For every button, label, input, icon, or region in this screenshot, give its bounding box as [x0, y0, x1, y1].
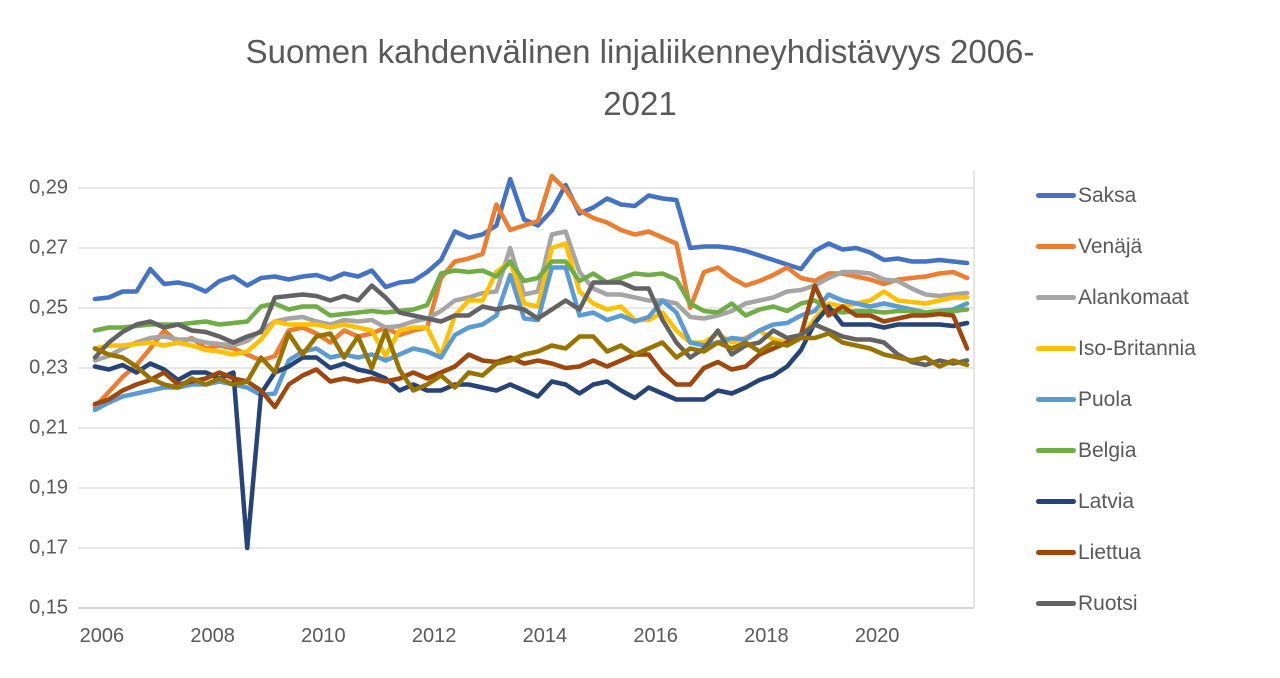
legend-label: Liettua	[1078, 540, 1142, 564]
legend-item-saksa: Saksa	[1036, 170, 1266, 221]
series-line-latvia	[92, 304, 970, 551]
legend-label: Latvia	[1078, 489, 1135, 513]
y-axis-tick-label: 0,19	[29, 476, 68, 499]
x-axis-tick-label: 2008	[190, 625, 235, 647]
legend-label: Venäjä	[1078, 234, 1143, 258]
x-axis-tick-label: 2020	[854, 625, 900, 647]
x-axis-tick-label: 2012	[411, 625, 457, 647]
legend-item-latvia: Latvia	[1036, 476, 1266, 527]
legend-label: Belgia	[1078, 438, 1137, 462]
legend-line-swatch	[1036, 448, 1076, 453]
series-line-unlabeled-9	[92, 328, 970, 393]
x-axis-tick-label: 2016	[633, 625, 678, 647]
legend-item-alankomaat: Alankomaat	[1036, 272, 1266, 323]
x-axis-tick-label: 2010	[301, 625, 346, 647]
series-line-ruotsi	[92, 280, 970, 368]
legend-item-iso-britannia: Iso-Britannia	[1036, 323, 1266, 374]
series-line-liettua	[92, 283, 970, 410]
legend-line-swatch	[1036, 397, 1076, 402]
y-axis-tick-label: 0,21	[29, 416, 68, 439]
legend-line-swatch	[1036, 601, 1076, 606]
legend-item-puola: Puola	[1036, 374, 1266, 425]
x-axis-tick-label: 2006	[79, 625, 125, 647]
legend-line-swatch	[1036, 244, 1076, 249]
y-axis-tick-label: 0,23	[29, 356, 68, 379]
x-axis-tick-label: 2014	[522, 625, 568, 647]
legend-label: Puola	[1078, 387, 1132, 411]
legend-label: Ruotsi	[1078, 591, 1138, 615]
chart-title-line2: 2021	[603, 85, 677, 122]
legend-line-swatch	[1036, 550, 1076, 555]
legend-line-swatch	[1036, 499, 1076, 504]
series-line-alankomaat	[92, 229, 970, 363]
legend-item-ruotsi: Ruotsi	[1036, 578, 1266, 629]
legend: Saksa Venäjä Alankomaat Iso-Britannia Puola B…	[1036, 170, 1266, 629]
legend-line-swatch	[1036, 295, 1076, 300]
chart-title-line1: Suomen kahdenvälinen linjaliikenneyhdist…	[245, 33, 1035, 70]
y-axis-tick-label: 0,25	[29, 296, 68, 319]
chart-title: Suomen kahdenvälinen linjaliikenneyhdist…	[80, 26, 1200, 130]
y-axis-tick-label: 0,15	[29, 596, 68, 619]
legend-label: Alankomaat	[1078, 285, 1189, 309]
legend-item-ven-j-: Venäjä	[1036, 221, 1266, 272]
series-line-iso-britannia	[92, 241, 970, 359]
legend-label: Saksa	[1078, 183, 1137, 207]
y-axis-tick-label: 0,29	[29, 176, 68, 199]
legend-item-liettua: Liettua	[1036, 527, 1266, 578]
legend-line-swatch	[1036, 193, 1076, 198]
legend-item-belgia: Belgia	[1036, 425, 1266, 476]
y-axis-tick-label: 0,27	[29, 236, 68, 259]
y-axis-tick-label: 0,17	[29, 536, 68, 559]
legend-label: Iso-Britannia	[1078, 336, 1196, 360]
legend-line-swatch	[1036, 346, 1076, 351]
x-axis-tick-label: 2018	[744, 625, 789, 647]
